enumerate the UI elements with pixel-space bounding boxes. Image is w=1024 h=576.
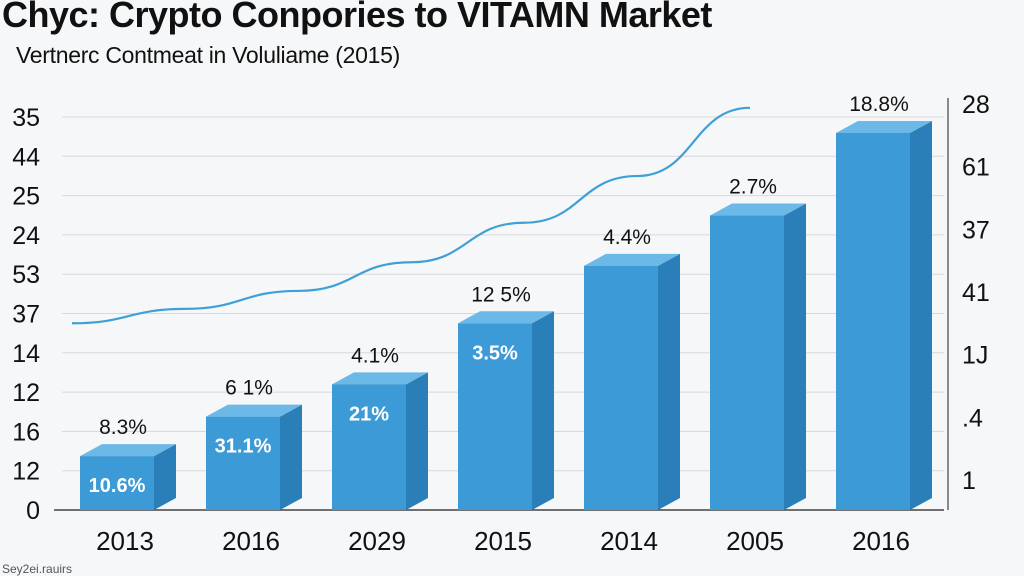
y2-tick-label: 1J: [962, 342, 988, 370]
chart-title: Chyc: Crypto Conpories to VITAMN Market: [2, 0, 712, 35]
bar-top: [458, 311, 554, 324]
x-tick-label: 2014: [600, 526, 658, 556]
data-label: 8.3%: [99, 416, 147, 439]
bar-front[interactable]: [206, 416, 280, 510]
bar-front[interactable]: [836, 132, 910, 511]
bar-top: [584, 253, 680, 266]
bar-top: [836, 120, 932, 133]
y-tick-label: 0: [26, 497, 40, 525]
bar-top: [710, 203, 806, 216]
y-tick-label: 16: [12, 418, 40, 446]
bar-top: [80, 444, 176, 457]
y2-tick-label: 37: [962, 216, 990, 244]
y-tick-label: 12: [12, 379, 40, 407]
bar-side: [532, 311, 554, 510]
bar-front[interactable]: [332, 384, 406, 510]
x-tick-label: 2015: [474, 526, 532, 556]
y2-tick-label: 61: [962, 154, 990, 182]
bar[interactable]: [332, 372, 428, 510]
bar-side: [910, 120, 932, 511]
y-tick-label: 24: [12, 222, 40, 250]
source-note: Sey2ei.rauirs: [2, 562, 73, 576]
data-label: 18.8%: [849, 93, 909, 116]
y-tick-label: 35: [12, 104, 40, 132]
bar-inner-label: 3.5%: [472, 342, 518, 364]
bar-inner-label: 31.1%: [215, 436, 272, 458]
x-tick-label: 2016: [852, 526, 910, 556]
x-tick-label: 2005: [726, 526, 784, 556]
bar-side: [280, 404, 302, 510]
bar-side: [406, 372, 428, 510]
bar[interactable]: [458, 311, 554, 510]
bar-front[interactable]: [710, 215, 784, 510]
bar[interactable]: [836, 120, 932, 511]
y2-tick-label: .4: [962, 404, 983, 432]
data-label: 2.7%: [729, 176, 777, 199]
bar[interactable]: [80, 444, 176, 510]
bar-side: [784, 203, 806, 510]
y-tick-label: 12: [12, 458, 40, 486]
y2-tick-label: 1: [962, 467, 976, 495]
data-label: 6 1%: [225, 377, 273, 400]
trend-line: [71, 106, 751, 325]
y-tick-label: 14: [12, 340, 40, 368]
y-tick-label: 37: [12, 301, 40, 329]
bar-top: [206, 404, 302, 417]
chart-subtitle: Vertnerc Contmeat in Voluliame (2015): [16, 42, 400, 68]
bar-front[interactable]: [584, 265, 658, 510]
x-tick-label: 2013: [96, 526, 154, 556]
bar[interactable]: [206, 404, 302, 510]
bar-inner-label: 10.6%: [89, 475, 146, 497]
data-label: 4.4%: [603, 226, 651, 249]
y-tick-label: 53: [12, 261, 40, 289]
bar-side: [154, 444, 176, 510]
bar-top: [332, 372, 428, 385]
bar-side: [658, 253, 680, 510]
bar-inner-label: 21%: [349, 403, 389, 425]
y-tick-label: 25: [12, 183, 40, 211]
y2-tick-label: 28: [962, 91, 990, 119]
bar[interactable]: [710, 203, 806, 510]
bar[interactable]: [584, 253, 680, 510]
y-tick-label: 44: [12, 143, 40, 171]
x-tick-label: 2029: [348, 526, 406, 556]
x-tick-label: 2016: [222, 526, 280, 556]
bar-front[interactable]: [80, 456, 154, 510]
data-label: 12 5%: [471, 283, 531, 306]
data-label: 4.1%: [351, 344, 399, 367]
bar-front[interactable]: [458, 323, 532, 510]
y2-tick-label: 41: [962, 279, 990, 307]
